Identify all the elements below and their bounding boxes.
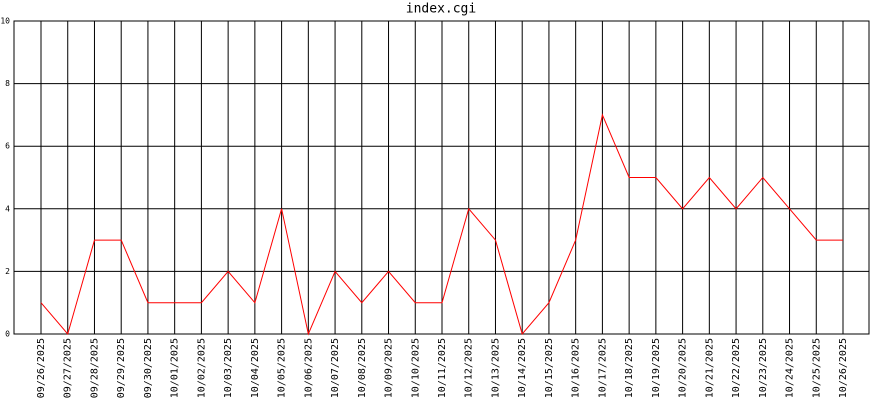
- x-tick-label: 10/05/2025: [277, 338, 288, 398]
- x-tick-label: 09/28/2025: [89, 338, 100, 398]
- x-tick-label: 09/30/2025: [143, 338, 154, 398]
- x-tick-label: 09/27/2025: [63, 338, 74, 398]
- x-tick-label: 10/20/2025: [678, 338, 689, 398]
- y-tick-label: 4: [5, 204, 10, 213]
- x-tick-label: 10/10/2025: [410, 338, 421, 398]
- x-tick-label: 10/08/2025: [357, 338, 368, 398]
- y-tick-label: 6: [5, 142, 10, 151]
- x-tick-label: 10/22/2025: [731, 338, 742, 398]
- x-tick-label: 10/15/2025: [544, 338, 555, 398]
- x-tick-label: 10/18/2025: [624, 338, 635, 398]
- x-tick-label: 10/02/2025: [196, 338, 207, 398]
- x-tick-label: 10/24/2025: [785, 338, 796, 398]
- y-tick-label: 2: [5, 267, 10, 276]
- x-tick-label: 10/03/2025: [223, 338, 234, 398]
- x-tick-label: 10/25/2025: [811, 338, 822, 398]
- x-tick-label: 10/14/2025: [517, 338, 528, 398]
- x-tick-label: 10/16/2025: [571, 338, 582, 398]
- x-tick-label: 09/29/2025: [116, 338, 127, 398]
- x-tick-label: 10/04/2025: [250, 338, 261, 398]
- y-tick-label: 8: [5, 79, 10, 88]
- x-tick-label: 10/12/2025: [464, 338, 475, 398]
- x-tick-label: 10/11/2025: [437, 338, 448, 398]
- chart-title: index.cgi: [406, 2, 476, 17]
- x-tick-label: 09/26/2025: [36, 338, 47, 398]
- x-tick-label: 10/23/2025: [758, 338, 769, 398]
- data-line: [40, 113, 843, 336]
- x-tick-label: 10/13/2025: [490, 338, 501, 398]
- x-tick-label: 10/09/2025: [384, 338, 395, 398]
- x-tick-label: 10/19/2025: [651, 338, 662, 398]
- y-tick-label: 0: [5, 330, 10, 339]
- x-tick-label: 10/21/2025: [704, 338, 715, 398]
- x-tick-label: 10/06/2025: [303, 338, 314, 398]
- x-tick-label: 10/26/2025: [838, 338, 849, 398]
- x-tick-label: 10/07/2025: [330, 338, 341, 398]
- x-tick-label: 10/01/2025: [170, 338, 181, 398]
- y-tick-label: 10: [0, 17, 10, 26]
- x-tick-label: 10/17/2025: [597, 338, 608, 398]
